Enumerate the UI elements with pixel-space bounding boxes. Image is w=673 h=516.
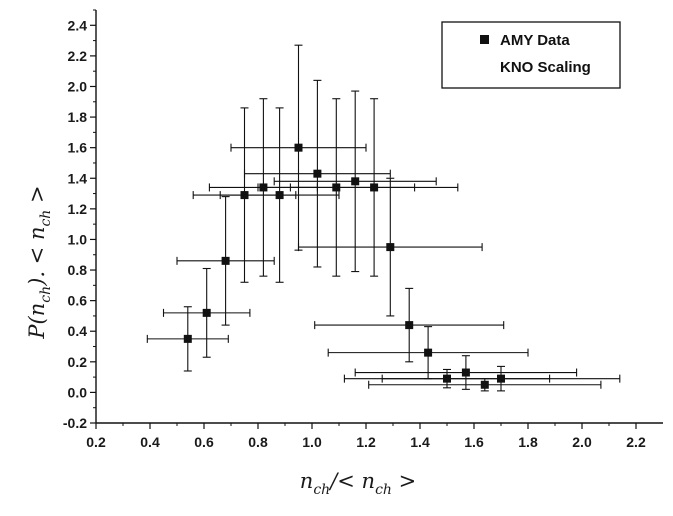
x-tick-label: 1.0 xyxy=(302,434,322,450)
data-point xyxy=(183,334,192,343)
y-tick-label: 0.4 xyxy=(68,323,88,339)
y-tick-label: 0.8 xyxy=(68,262,88,278)
data-point xyxy=(275,191,284,200)
data-point xyxy=(497,374,505,383)
data-point xyxy=(405,321,414,330)
error-bars xyxy=(146,44,621,392)
x-tick-label: 1.2 xyxy=(356,434,376,450)
axis-ticks xyxy=(90,9,637,429)
data-point xyxy=(480,380,489,389)
legend-entry-kno: KNO Scaling xyxy=(500,59,591,76)
y-tick-label: 1.6 xyxy=(68,140,88,156)
data-point xyxy=(259,183,268,192)
x-tick-label: 0.8 xyxy=(248,434,268,450)
data-point xyxy=(443,374,451,383)
data-point xyxy=(294,143,303,152)
x-tick-label: 0.4 xyxy=(140,434,160,450)
y-tick-label: 1.2 xyxy=(68,201,88,217)
x-tick-label: 1.6 xyxy=(464,434,484,450)
legend-entry-amy: AMY Data xyxy=(500,32,570,49)
legend-box xyxy=(441,21,621,89)
y-tick-label: 0.0 xyxy=(68,384,88,400)
x-tick-label: 0.2 xyxy=(86,434,106,450)
tick-labels: 0.2 0.4 0.6 0.8 1.0 1.2 1.4 1.6 1.8 2.0 2.2 -0.2 0.0… xyxy=(63,17,646,450)
data-point xyxy=(221,256,230,265)
y-tick-label: 1.4 xyxy=(68,170,88,186)
y-title-sub-1: ch xyxy=(38,286,54,303)
x-tick-label: 0.6 xyxy=(194,434,214,450)
plot-frame xyxy=(95,10,663,424)
y-axis-title: P(nch). < nch > xyxy=(25,185,54,339)
legend-marker-square xyxy=(480,35,489,44)
data-point xyxy=(202,308,211,317)
legend: AMY Data KNO Scaling xyxy=(441,21,621,89)
data-point xyxy=(424,348,433,357)
y-tick-label: 1.0 xyxy=(68,231,88,247)
x-tick-label: 1.4 xyxy=(410,434,430,450)
y-tick-label: -0.2 xyxy=(63,415,87,431)
data-point xyxy=(240,191,249,200)
x-tick-label: 2.0 xyxy=(572,434,592,450)
x-title-sub-2: ch xyxy=(375,482,392,498)
x-tick-label: 1.8 xyxy=(518,434,538,450)
data-point xyxy=(370,183,379,192)
y-title-sub-2: ch xyxy=(38,210,54,227)
x-axis-title: nch/< nch > xyxy=(300,469,416,498)
y-tick-label: 2.2 xyxy=(68,48,88,64)
data-point xyxy=(461,368,470,377)
y-tick-label: 2.0 xyxy=(68,78,88,94)
data-point xyxy=(313,169,322,178)
data-point xyxy=(386,243,395,252)
y-tick-label: 0.2 xyxy=(68,354,88,370)
y-tick-label: 0.6 xyxy=(68,293,88,309)
data-point xyxy=(351,177,360,186)
x-title-sub-1: ch xyxy=(313,482,330,498)
y-tick-label: 1.8 xyxy=(68,109,88,125)
y-tick-label: 2.4 xyxy=(68,17,88,33)
x-tick-label: 2.2 xyxy=(626,434,646,450)
data-markers xyxy=(183,143,505,389)
data-point xyxy=(332,183,341,192)
